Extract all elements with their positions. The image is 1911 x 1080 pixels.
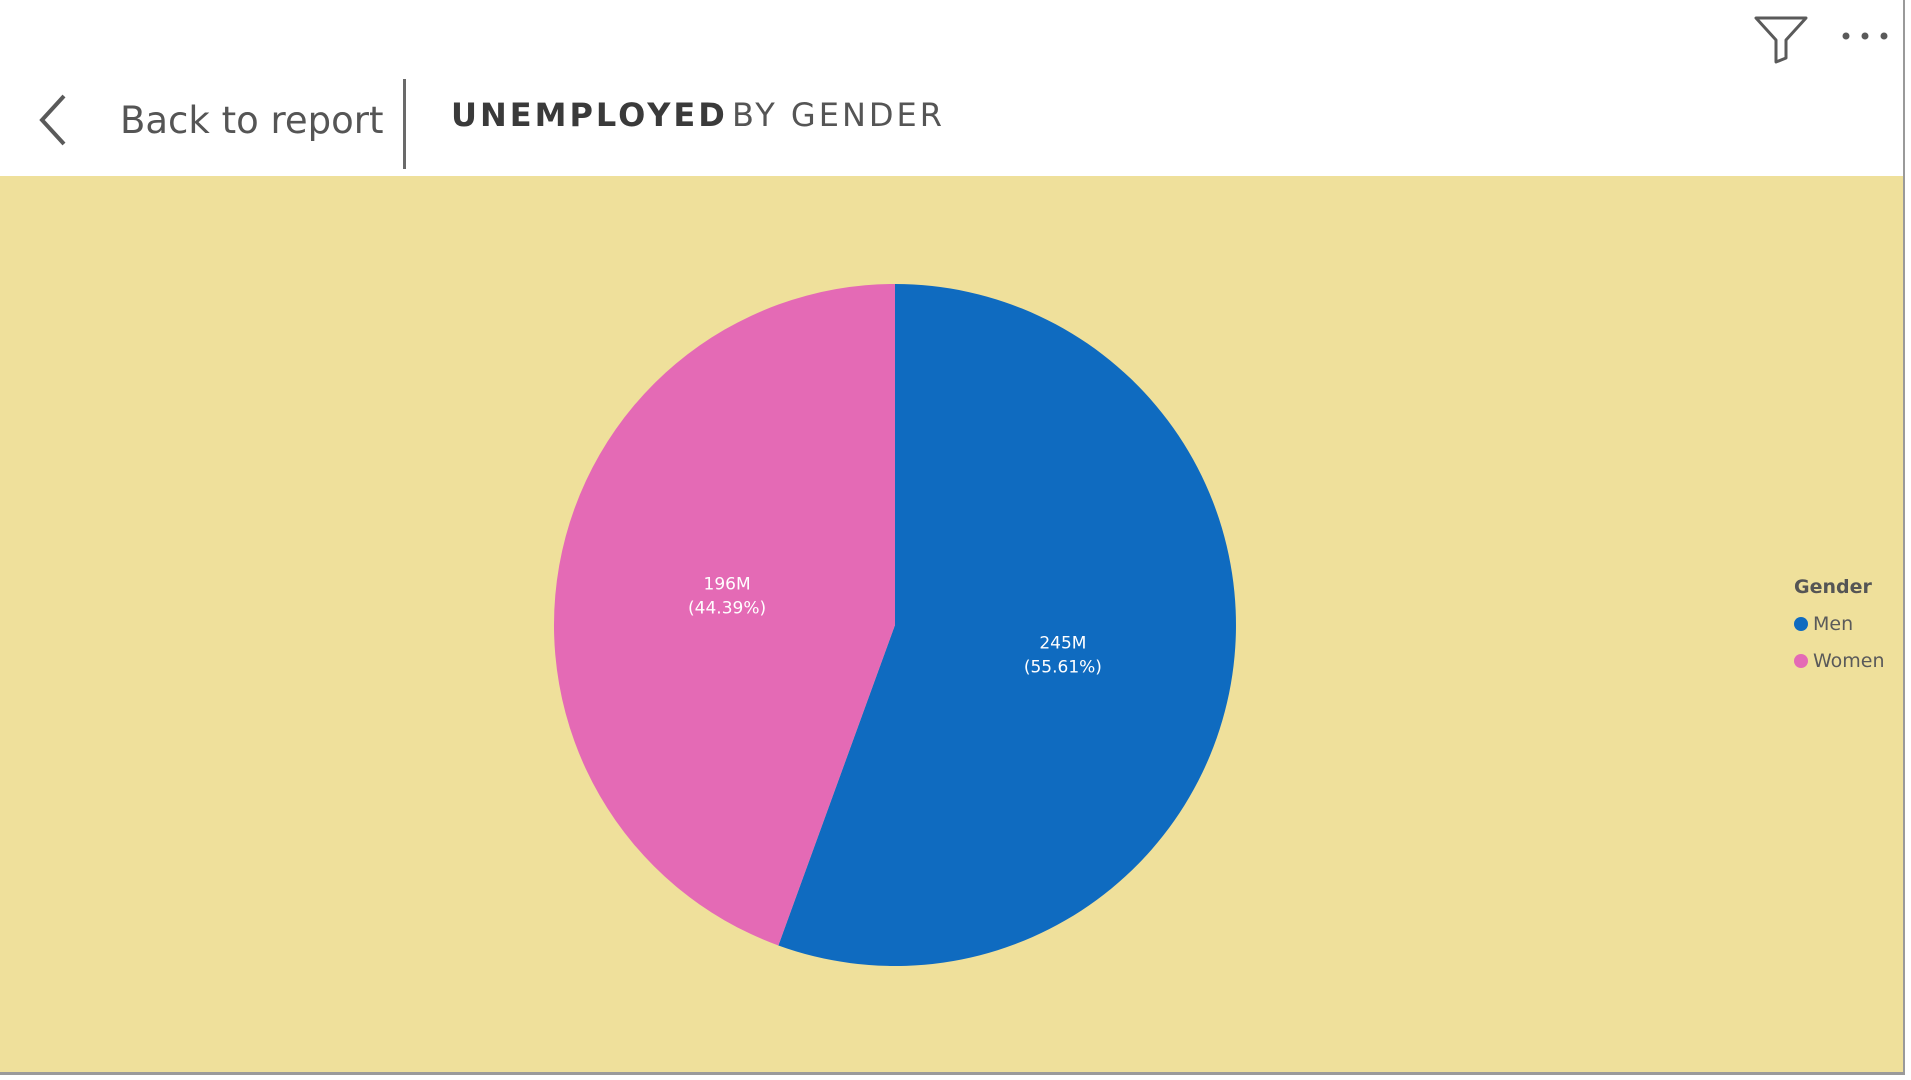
legend-swatch-men xyxy=(1794,617,1808,631)
slice-percent-label-women: (44.39%) xyxy=(688,598,766,618)
legend-title: Gender xyxy=(1794,576,1872,598)
filter-icon[interactable] xyxy=(1752,14,1810,64)
visual-subtitle: BY GENDER xyxy=(732,96,945,134)
slice-percent-label-men: (55.61%) xyxy=(1024,658,1102,678)
legend-swatch-women xyxy=(1794,654,1808,668)
window-right-border xyxy=(1903,0,1905,1075)
legend-item-women[interactable]: Women xyxy=(1794,650,1885,672)
chart-legend: Gender Men Women xyxy=(1794,576,1885,672)
legend-label-women: Women xyxy=(1813,650,1885,672)
legend-item-men[interactable]: Men xyxy=(1794,613,1885,635)
more-options-icon[interactable] xyxy=(1840,22,1890,50)
pie-slice-women[interactable] xyxy=(553,284,895,946)
header-divider xyxy=(403,79,406,169)
chevron-left-icon xyxy=(39,94,66,146)
slice-value-label-women: 196M xyxy=(704,574,751,594)
visual-title: UNEMPLOYED xyxy=(451,96,728,134)
back-to-report-label: Back to report xyxy=(120,98,384,142)
legend-label-men: Men xyxy=(1813,613,1854,635)
slice-value-label-men: 245M xyxy=(1039,634,1086,654)
back-to-report-button[interactable]: Back to report xyxy=(30,80,384,160)
pie-chart: 245M (55.61%) 196M (44.39%) xyxy=(553,284,1236,966)
pie-slice-men[interactable] xyxy=(778,284,1236,966)
window-bottom-border xyxy=(0,1072,1905,1075)
visual-header: Back to report UNEMPLOYED BY GENDER xyxy=(0,0,1903,176)
